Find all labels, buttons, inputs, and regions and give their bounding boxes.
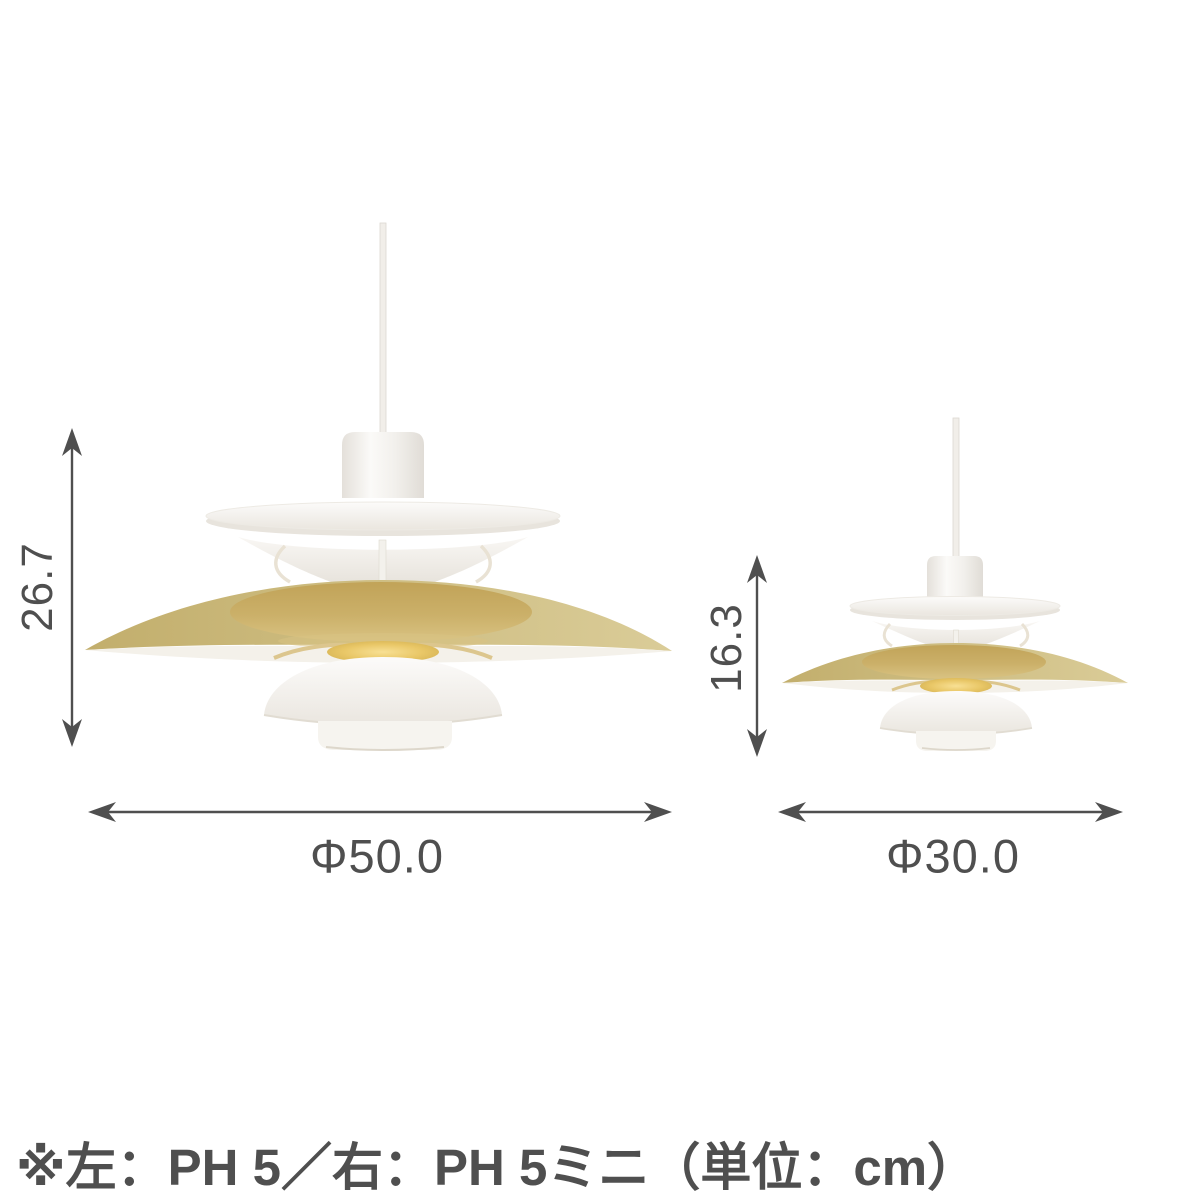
ph5-lamp-illustration [85, 222, 672, 751]
ph5-frame-wire-right [475, 544, 492, 584]
ph5-mini-height-label: 16.3 [702, 603, 751, 693]
caption-text: ※左：PH 5／右：PH 5ミニ（単位：cm） [16, 1139, 979, 1196]
ph5-top-shade [205, 501, 561, 531]
ph5-mini-diameter-arrow [778, 802, 1123, 822]
ph5-mini-lamp-illustration [782, 417, 1128, 751]
ph5-mini-top-shade [849, 596, 1061, 616]
ph5-cord [379, 222, 387, 436]
ph5-mini-diameter-label: Φ30.0 [886, 829, 1020, 883]
ph5-frame-wire-left [274, 544, 291, 584]
ph5-lower-shade [264, 657, 502, 725]
ph5-socket [342, 432, 424, 498]
ph5-mini-bulb-glow [920, 678, 992, 694]
ph5-bulb-glow [327, 641, 439, 663]
ph5-mini-socket [927, 556, 983, 597]
ph5-diameter-arrow [88, 802, 672, 822]
ph5-mini-bottom-cup [916, 731, 996, 751]
ph5-height-arrow [62, 428, 82, 747]
ph5-bottom-cup-shadow [325, 746, 445, 751]
ph5-brass-shade-center [230, 582, 532, 642]
ph5-mini-brass-shade-center [862, 645, 1046, 679]
ph5-mini-bottom-cup-shadow [921, 747, 991, 751]
ph5-mini-lower-shade [880, 691, 1032, 735]
ph5-height-label: 26.7 [13, 542, 62, 632]
ph5-diameter-label: Φ50.0 [310, 829, 444, 883]
ph5-bottom-cup [318, 721, 452, 750]
ph5-mini-frame-wire-right [1019, 622, 1030, 648]
ph5-mini-height-arrow [747, 555, 767, 757]
ph5-mini-cord [952, 417, 960, 559]
ph5-mini-frame-wire-left [882, 622, 893, 648]
